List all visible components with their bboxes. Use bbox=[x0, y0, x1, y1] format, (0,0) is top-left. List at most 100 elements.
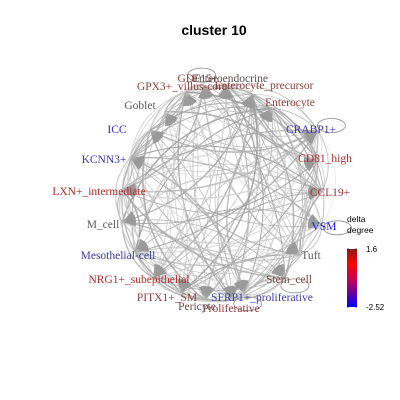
edge-arrowhead bbox=[308, 214, 321, 224]
legend-max-label: 1.6 bbox=[366, 245, 378, 254]
edge-arrowhead bbox=[277, 263, 285, 277]
edge-arrowhead bbox=[186, 93, 194, 107]
edge-arrowhead bbox=[249, 95, 256, 109]
network-edge bbox=[152, 91, 199, 279]
self-loop-layer bbox=[187, 67, 352, 312]
edge-arrowhead bbox=[166, 113, 179, 123]
legend-title-line1: delta bbox=[347, 214, 366, 224]
node-label-layer: Goblet GPX3+_villus-coreGDF15+Enteroendoc… bbox=[52, 73, 352, 315]
node-label-ccl19: CCL19+ bbox=[310, 187, 350, 199]
edge-arrowhead bbox=[226, 86, 234, 100]
edge-arrowhead bbox=[182, 93, 189, 107]
edge-arrowhead bbox=[273, 265, 284, 277]
node-label-pitx1: PITX1+_SM bbox=[137, 292, 197, 304]
edge-arrowhead bbox=[217, 86, 226, 100]
edge-arrowhead bbox=[165, 113, 172, 127]
network-edge bbox=[134, 208, 323, 253]
edge-arrowhead bbox=[181, 280, 192, 292]
network-edge bbox=[251, 93, 308, 256]
legend-min-label: -2.52 bbox=[366, 303, 385, 312]
edge-arrowhead bbox=[154, 265, 165, 277]
network-edge bbox=[134, 251, 206, 301]
edge-arrowhead bbox=[204, 86, 214, 99]
edge-arrowhead bbox=[205, 286, 215, 299]
edge-layer bbox=[114, 82, 336, 303]
network-edge bbox=[243, 159, 319, 295]
self-loop bbox=[280, 278, 310, 294]
node-label-sfrp1: SFRP1+_proliferative bbox=[211, 292, 313, 304]
node-label-nrg1: NRG1+_subepithelial bbox=[88, 274, 189, 286]
network-edge bbox=[179, 159, 319, 294]
network-edge bbox=[317, 159, 325, 193]
node-label-icc: ICC bbox=[107, 124, 127, 136]
network-edge bbox=[231, 277, 286, 301]
edge-arrowhead bbox=[240, 95, 251, 108]
network-edge bbox=[121, 129, 151, 253]
network-edge bbox=[118, 189, 136, 253]
network-edge bbox=[204, 254, 301, 301]
edge-arrowhead bbox=[242, 279, 249, 293]
edge-arrowhead bbox=[289, 241, 299, 254]
edge-arrowhead bbox=[307, 222, 321, 230]
network-edge bbox=[134, 251, 206, 301]
node-label-crabp1: CRABP1+ bbox=[286, 124, 336, 136]
edge-arrowhead bbox=[259, 109, 271, 120]
network-edge bbox=[134, 191, 323, 254]
edge-arrowhead bbox=[198, 86, 205, 100]
network-edge bbox=[251, 93, 323, 193]
network-edge bbox=[243, 277, 286, 296]
node-label-lxn: LXN+_intermediate bbox=[52, 186, 145, 198]
network-edge bbox=[129, 129, 151, 159]
arrowhead-layer bbox=[123, 86, 321, 299]
edge-arrowhead bbox=[304, 132, 317, 142]
legend-colorbar bbox=[347, 249, 357, 307]
edge-arrowhead bbox=[166, 113, 176, 126]
node-label-gdf15: GDF15+ bbox=[178, 73, 219, 85]
network-edge bbox=[243, 130, 319, 295]
network-edge bbox=[129, 130, 319, 172]
edge-arrowhead bbox=[305, 161, 317, 172]
self-loop bbox=[322, 220, 352, 236]
node-label-proliferative: Proliferative bbox=[202, 303, 259, 315]
edge-arrowhead bbox=[136, 241, 149, 251]
network-edge bbox=[152, 277, 181, 294]
edge-arrowhead bbox=[307, 132, 317, 145]
edge-arrowhead bbox=[123, 190, 137, 199]
network-edge bbox=[251, 93, 319, 132]
network-edge bbox=[121, 159, 319, 200]
edge-arrowhead bbox=[286, 244, 299, 254]
node-label-enterocyte: Enterocyte bbox=[265, 97, 315, 109]
edge-arrowhead bbox=[123, 215, 137, 222]
node-label-cd81: CD81_high bbox=[298, 153, 352, 165]
network-edge bbox=[149, 84, 205, 131]
network-edge bbox=[129, 157, 319, 179]
node-label-vsm: VSM bbox=[312, 221, 337, 233]
network-edge bbox=[185, 82, 227, 93]
network-edge bbox=[127, 157, 181, 294]
network-edge bbox=[149, 129, 319, 153]
network-edge bbox=[152, 93, 253, 279]
network-edge bbox=[225, 84, 319, 161]
network-edge bbox=[149, 91, 187, 131]
network-edge bbox=[231, 130, 319, 301]
network-edge bbox=[121, 189, 206, 301]
network-edge bbox=[231, 224, 323, 301]
network-edge bbox=[121, 130, 319, 193]
network-edge bbox=[121, 221, 323, 244]
edge-arrowhead bbox=[202, 86, 210, 100]
network-edge bbox=[152, 277, 181, 294]
edge-arrowhead bbox=[187, 93, 198, 105]
network-edge bbox=[129, 157, 245, 295]
network-edge bbox=[204, 93, 261, 301]
network-edge bbox=[231, 107, 287, 301]
node-label-pericyte: Pericyte bbox=[178, 301, 216, 313]
network-edge bbox=[225, 84, 323, 226]
edge-arrowhead bbox=[303, 131, 317, 138]
network-edge bbox=[149, 129, 301, 256]
edge-arrowhead bbox=[198, 285, 206, 299]
edge-arrowhead bbox=[151, 131, 163, 142]
network-edge bbox=[114, 157, 131, 223]
network-edge bbox=[134, 130, 319, 253]
network-edge bbox=[149, 129, 301, 256]
edge-arrowhead bbox=[303, 156, 317, 164]
